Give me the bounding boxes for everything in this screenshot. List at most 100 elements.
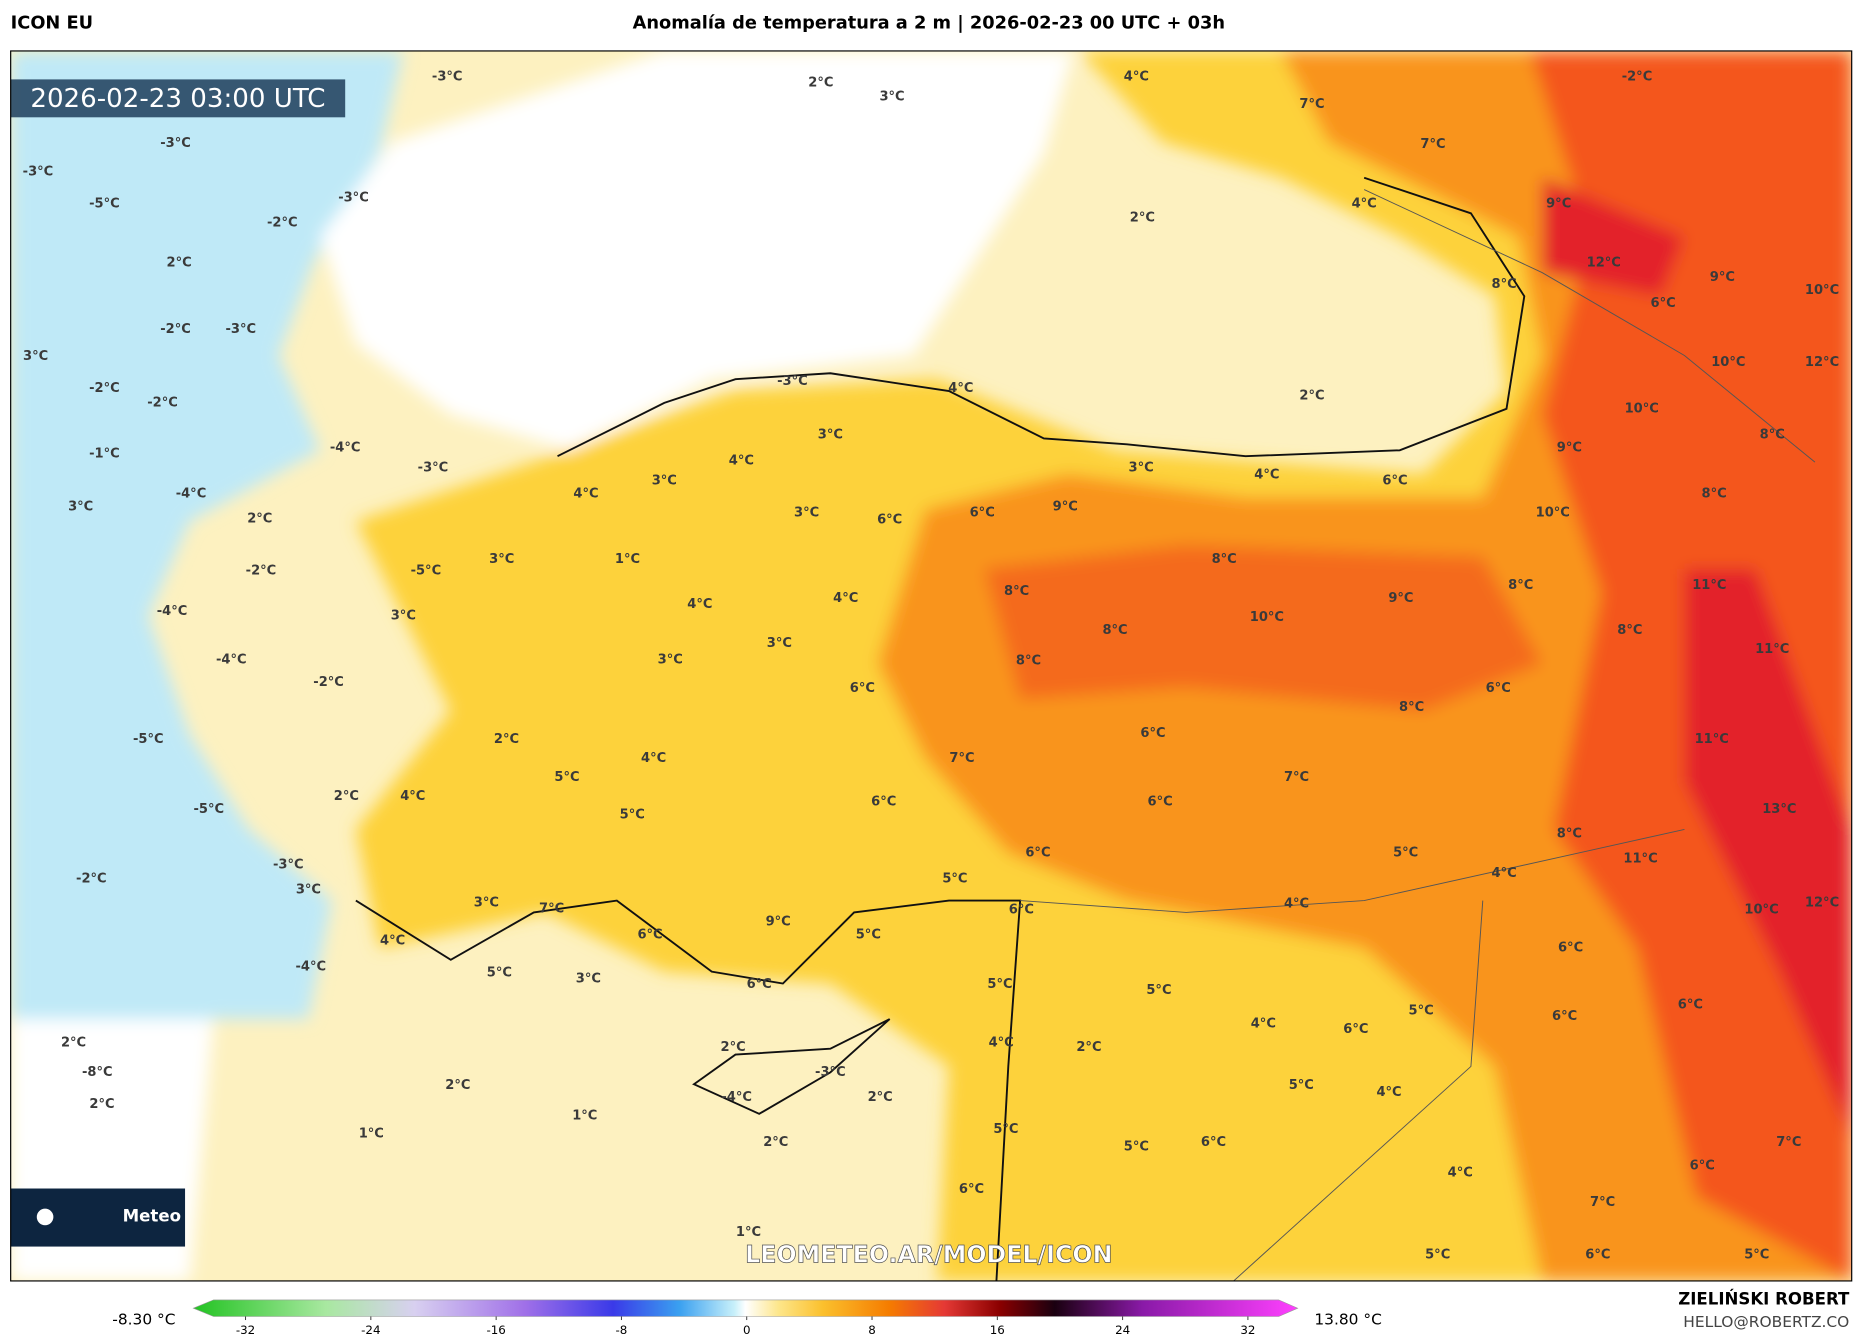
temperature-label: 2°C bbox=[763, 1135, 788, 1150]
temperature-label: -4°C bbox=[330, 440, 361, 455]
model-name: ICON EU bbox=[11, 13, 93, 34]
temperature-label: -2°C bbox=[246, 564, 277, 579]
temperature-label: 6°C bbox=[1140, 726, 1165, 741]
temperature-label: 6°C bbox=[1009, 903, 1034, 918]
map-labels: -3°C 2°C 3°C 4°C 7°C -2°C -3°C -3°C 7°C -5°C -3°C -… bbox=[23, 70, 1839, 1263]
temperature-label: 8°C bbox=[1557, 827, 1582, 842]
temperature-label: 6°C bbox=[959, 1182, 984, 1197]
temperature-label: 10°C bbox=[1711, 355, 1745, 370]
temperature-label: 2°C bbox=[61, 1035, 86, 1050]
temperature-label: 3°C bbox=[658, 653, 683, 668]
temperature-label: 10°C bbox=[1536, 506, 1570, 521]
temperature-label: 6°C bbox=[1382, 474, 1407, 489]
temperature-label: 5°C bbox=[1146, 983, 1171, 998]
temperature-label: -2°C bbox=[89, 381, 120, 396]
temperature-label: -3°C bbox=[815, 1065, 846, 1080]
temperature-label: 3°C bbox=[68, 500, 93, 515]
temperature-label: 13°C bbox=[1762, 802, 1796, 817]
colorbar-tick-label: -8 bbox=[616, 1323, 628, 1337]
black-sea bbox=[320, 50, 1074, 451]
temperature-label: 1°C bbox=[615, 552, 640, 567]
temperature-label: 2°C bbox=[808, 75, 833, 90]
temperature-label: -1°C bbox=[89, 446, 120, 461]
temperature-label: 1°C bbox=[736, 1225, 761, 1240]
temperature-label: 2°C bbox=[1299, 388, 1324, 403]
temperature-label: 3°C bbox=[879, 90, 904, 105]
temperature-label: 5°C bbox=[1425, 1247, 1450, 1262]
temperature-label: 5°C bbox=[993, 1122, 1018, 1137]
hottest-region bbox=[1684, 568, 1852, 1138]
temperature-label: -2°C bbox=[160, 322, 191, 337]
temperature-label: 5°C bbox=[620, 808, 645, 823]
temperature-label: -3°C bbox=[432, 70, 463, 85]
temperature-label: -4°C bbox=[296, 959, 327, 974]
temperature-label: 4°C bbox=[380, 933, 405, 948]
temperature-label: 6°C bbox=[1486, 681, 1511, 696]
temperature-label: 1°C bbox=[572, 1109, 597, 1124]
logo-sun bbox=[36, 1208, 54, 1226]
cold-region bbox=[10, 50, 404, 1020]
temperature-label: 7°C bbox=[539, 901, 564, 916]
temperature-label: 8°C bbox=[1102, 623, 1127, 638]
temperature-label: -2°C bbox=[147, 395, 178, 410]
temperature-label: -5°C bbox=[89, 196, 120, 211]
temperature-label: 8°C bbox=[1508, 578, 1533, 593]
temperature-label: 3°C bbox=[23, 349, 48, 364]
temperature-label: 2°C bbox=[167, 256, 192, 271]
temperature-label: 5°C bbox=[1409, 1003, 1434, 1018]
temperature-label: -3°C bbox=[23, 164, 54, 179]
temperature-label: 1°C bbox=[359, 1127, 384, 1142]
colorbar-tick-label: 0 bbox=[743, 1323, 751, 1337]
temperature-label: 5°C bbox=[942, 872, 967, 887]
borders bbox=[1020, 189, 1816, 1281]
temperature-label: 6°C bbox=[1678, 997, 1703, 1012]
temperature-label: 3°C bbox=[474, 895, 499, 910]
temperature-label: -5°C bbox=[411, 564, 442, 579]
temperature-label: 5°C bbox=[1744, 1247, 1769, 1262]
temperature-label: 2°C bbox=[89, 1097, 114, 1112]
temperature-label: 6°C bbox=[1343, 1022, 1368, 1037]
temperature-label: 4°C bbox=[948, 381, 973, 396]
temperature-label: 4°C bbox=[641, 751, 666, 766]
temperature-label: 6°C bbox=[1651, 296, 1676, 311]
colorbar-tick-label: -32 bbox=[236, 1323, 255, 1337]
logo-text: Meteo bbox=[123, 1206, 181, 1225]
temperature-label: 10°C bbox=[1250, 610, 1284, 625]
temperature-label: 4°C bbox=[989, 1035, 1014, 1050]
temperature-label: 7°C bbox=[1299, 97, 1324, 112]
temperature-label: 7°C bbox=[949, 751, 974, 766]
temperature-label: 4°C bbox=[400, 789, 425, 804]
temperature-label: 7°C bbox=[1420, 137, 1445, 152]
temperature-label: 4°C bbox=[1284, 897, 1309, 912]
temperature-label: -3°C bbox=[226, 322, 257, 337]
temperature-label: -3°C bbox=[338, 190, 369, 205]
temperature-label: 2°C bbox=[334, 789, 359, 804]
temperature-label: 5°C bbox=[1393, 846, 1418, 861]
temperature-label: 8°C bbox=[1617, 623, 1642, 638]
colorbar-ticks: -32 -24 -16 -8 0 8 16 24 32 bbox=[236, 1316, 1255, 1337]
temperature-label: -4°C bbox=[176, 487, 207, 502]
temperature-label: -3°C bbox=[777, 374, 808, 389]
temperature-label: 8°C bbox=[1212, 552, 1237, 567]
temperature-label: 2°C bbox=[1130, 211, 1155, 226]
temperature-label: 9°C bbox=[1710, 270, 1735, 285]
temperature-label: 8°C bbox=[1004, 584, 1029, 599]
temperature-label: 4°C bbox=[1352, 196, 1377, 211]
map: -3°C 2°C 3°C 4°C 7°C -2°C -3°C -3°C 7°C -5°C -3°C -… bbox=[10, 50, 1852, 1281]
temperature-label: 7°C bbox=[1776, 1135, 1801, 1150]
temperature-label: 6°C bbox=[747, 977, 772, 992]
temperature-label: 5°C bbox=[856, 927, 881, 942]
temperature-label: 6°C bbox=[1585, 1247, 1610, 1262]
temperature-label: -2°C bbox=[267, 215, 298, 230]
author: ZIELIŃSKI ROBERT bbox=[1678, 1289, 1850, 1308]
temperature-label: 4°C bbox=[1251, 1016, 1276, 1031]
temperature-label: 9°C bbox=[766, 914, 791, 929]
temperature-label: 8°C bbox=[1399, 700, 1424, 715]
temperature-label: -2°C bbox=[313, 675, 344, 690]
coastline bbox=[355, 176, 1526, 1281]
temperature-label: 4°C bbox=[687, 597, 712, 612]
temperature-label: 4°C bbox=[573, 487, 598, 502]
temperature-label: 3°C bbox=[296, 882, 321, 897]
